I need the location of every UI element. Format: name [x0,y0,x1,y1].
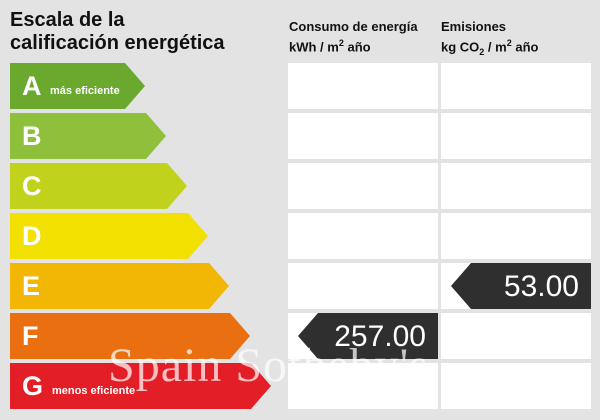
unit-suffix: año [511,39,539,55]
rating-description: menos eficiente [52,385,136,397]
emissions-cell-g [441,363,591,409]
emissions-rating-badge: 53.00 [451,263,591,309]
consumption-cell-b [288,113,438,159]
page-title: Escala de la calificación energética [10,9,285,55]
badge-value: 53.00 [503,270,579,303]
emissions-header-unit: kg CO2 / m2 año [441,35,538,61]
watermark-text: Spain Sotheby's [108,339,429,392]
arrow-shape [10,163,187,209]
rating-letter: A [22,71,42,101]
rating-arrow-d: D [10,213,208,259]
arrow-shape [10,213,208,259]
rating-letter: E [22,271,41,301]
consumption-header-title: Consumo de energía [289,19,418,34]
arrow-shape [10,63,145,109]
consumption-cell-c [288,163,438,209]
unit-sup: 2 [338,38,344,48]
consumption-cell-a [288,63,438,109]
unit-suffix: año [343,39,371,55]
unit-sub: 2 [479,46,485,57]
rating-letter: F [22,321,39,351]
consumption-cell-e [288,263,438,309]
rating-letter: D [22,221,42,251]
consumption-header: Consumo de energía kWh / m2 año [289,18,418,55]
arrow-shape [10,113,166,159]
rating-letter: G [22,371,44,401]
emissions-cell-f [441,313,591,359]
rating-letter: C [22,171,42,201]
arrow-shape [10,313,250,359]
consumption-cell-d [288,213,438,259]
emissions-cell-a [441,63,591,109]
title-line-1: Escala de la [10,9,125,31]
rating-arrow-f: F [10,313,250,359]
rating-arrow-e: E [10,263,229,309]
badge-value: 257.00 [334,320,426,353]
title-line-2: calificación energética [10,32,225,54]
unit-prefix: kg CO [441,39,480,55]
rating-description: más eficiente [50,85,120,97]
arrow-shape [10,363,271,409]
rating-arrow-b: B [10,113,166,159]
rating-arrow-c: C [10,163,187,209]
unit-mid: / m [484,39,507,55]
emissions-cell-b [441,113,591,159]
emissions-header-title: Emisiones [441,19,507,34]
consumption-header-unit: kWh / m2 año [289,35,418,55]
emissions-cell-c [441,163,591,209]
emissions-cell-d [441,213,591,259]
arrow-shape [10,263,229,309]
badge-arrow-shape [298,313,438,359]
consumption-rating-badge: 257.00 [298,313,438,359]
unit-prefix: kWh / m [289,39,339,55]
emissions-header: Emisiones kg CO2 / m2 año [441,18,538,61]
consumption-cell-g [288,363,438,409]
rating-letter: B [22,121,42,151]
badge-arrow-shape [451,263,591,309]
unit-sup: 2 [506,38,512,48]
